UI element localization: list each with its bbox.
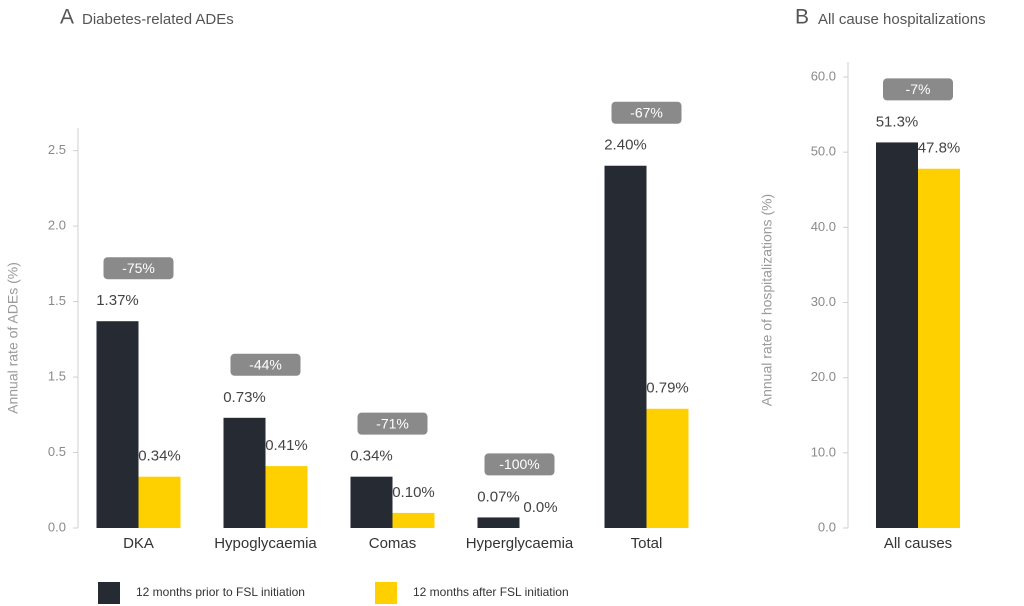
y-tick-label: 30.0 <box>811 294 836 309</box>
y-tick-label: 0.0 <box>48 519 66 534</box>
bar <box>604 165 647 529</box>
bar <box>646 408 689 528</box>
legend-swatch <box>98 582 120 604</box>
value-label: 47.8% <box>918 140 961 157</box>
y-axis-label: Annual rate of ADEs (%) <box>5 262 21 414</box>
change-label: -67% <box>630 104 663 120</box>
y-tick-label: 40.0 <box>811 219 836 234</box>
chart-title: All cause hospitalizations <box>818 11 986 28</box>
y-axis-label: Annual rate of hospitalizations (%) <box>759 194 775 406</box>
y-tick-label: 60.0 <box>811 68 836 83</box>
y-tick-label: 20.0 <box>811 369 836 384</box>
y-tick-label: 2.0 <box>48 218 66 233</box>
x-tick-label: Hyperglycaemia <box>466 535 574 552</box>
value-label: 0.0% <box>523 499 557 516</box>
x-tick-label: Comas <box>369 535 417 552</box>
legend-swatch <box>375 582 397 604</box>
value-label: 51.3% <box>876 113 919 130</box>
y-tick-label: 0.0 <box>818 519 836 534</box>
value-label: 0.79% <box>646 380 689 397</box>
change-label: -71% <box>376 415 409 431</box>
change-label: -75% <box>122 260 155 276</box>
value-label: 2.40% <box>604 137 647 154</box>
change-badge <box>357 412 428 435</box>
bar <box>223 417 266 528</box>
y-tick-label: 0.5 <box>48 444 66 459</box>
y-tick-label: 1.5 <box>48 293 66 308</box>
x-tick-label: Total <box>631 535 663 552</box>
change-badge <box>883 78 953 101</box>
value-label: 1.37% <box>96 292 139 309</box>
y-tick-label: 50.0 <box>811 144 836 159</box>
value-label: 0.07% <box>477 488 520 505</box>
change-label: -44% <box>249 357 282 373</box>
legend-label: 12 months after FSL initiation <box>413 585 569 599</box>
panel-letter: B <box>795 6 809 29</box>
value-label: 0.73% <box>223 389 266 406</box>
bar <box>138 476 181 528</box>
change-badge <box>103 257 174 280</box>
y-tick-label: 1.5 <box>48 368 66 383</box>
y-tick-label: 2.5 <box>48 142 66 157</box>
bar <box>96 321 139 528</box>
x-tick-label: Hypoglycaemia <box>214 535 317 552</box>
value-label: 0.41% <box>265 437 308 454</box>
bar <box>265 466 308 528</box>
value-label: 0.34% <box>138 448 181 465</box>
change-badge <box>230 353 301 376</box>
chart-title: Diabetes-related ADEs <box>82 11 234 28</box>
change-label: -100% <box>499 456 539 472</box>
value-label: 0.34% <box>350 448 393 465</box>
change-badge <box>611 101 682 124</box>
panel-letter: A <box>60 6 74 29</box>
x-tick-label: DKA <box>123 535 154 552</box>
bar <box>392 512 435 528</box>
value-label: 0.10% <box>392 484 435 501</box>
change-badge <box>484 453 555 476</box>
bar <box>350 476 393 528</box>
bar <box>876 142 918 528</box>
legend-label: 12 months prior to FSL initiation <box>136 585 305 599</box>
y-tick-label: 10.0 <box>811 444 836 459</box>
bar <box>477 517 520 528</box>
change-label: -7% <box>906 81 931 97</box>
x-tick-label: All causes <box>884 535 952 552</box>
bar <box>918 168 960 528</box>
